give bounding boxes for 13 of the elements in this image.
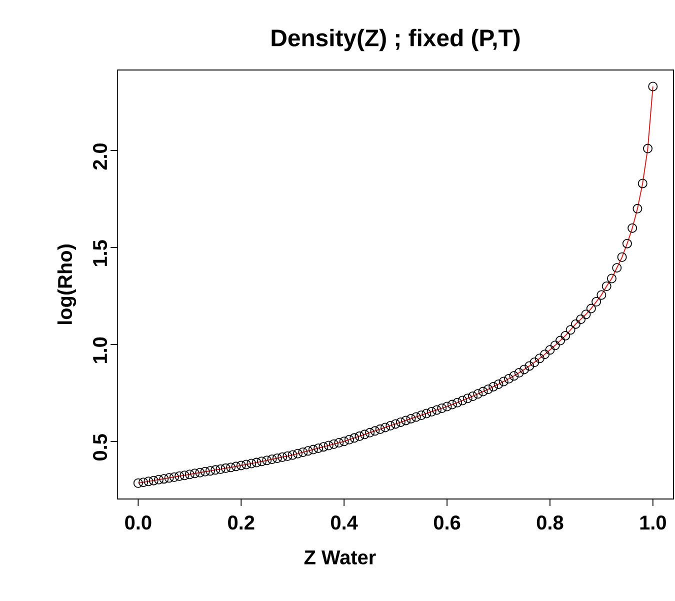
x-tick-label: 0.6 <box>434 516 460 530</box>
y-tick-label: 0.5 <box>92 434 108 460</box>
x-tick-label: 1.0 <box>640 516 666 530</box>
y-tick-label: 2.0 <box>92 143 108 170</box>
x-tick-label: 0.2 <box>228 516 254 530</box>
x-tick-label: 0.4 <box>331 516 358 530</box>
chart-title: Density(Z) ; fixed (P,T) <box>272 28 520 52</box>
x-tick-label: 0.8 <box>536 516 564 530</box>
y-tick-label: 1.5 <box>93 240 108 266</box>
x-tick-label: 0.0 <box>125 516 152 530</box>
y-tick-label: 1.0 <box>92 337 108 364</box>
y-axis-title: log(Rho) <box>57 244 76 324</box>
x-axis-title: Z Water <box>304 550 376 564</box>
